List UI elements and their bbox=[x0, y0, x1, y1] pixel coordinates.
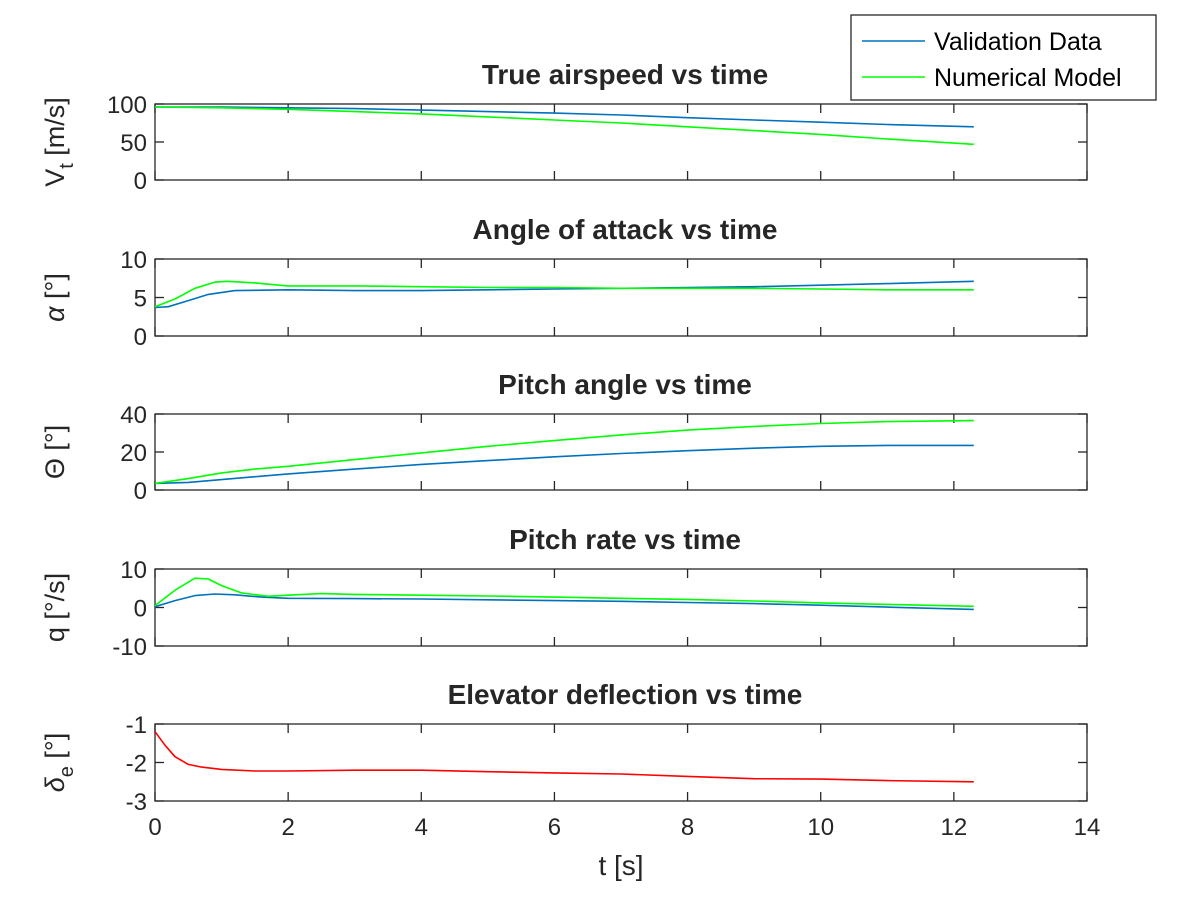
y-tick-label: -1 bbox=[126, 712, 147, 739]
subplot-title: Elevator deflection vs time bbox=[448, 679, 803, 710]
y-axis-label: Θ [°] bbox=[40, 425, 70, 479]
subplot-1: 0 5 10 Angle of attack vs time α [°] bbox=[40, 214, 1088, 351]
x-tick-label: 10 bbox=[807, 814, 834, 841]
axis-box bbox=[154, 413, 1088, 491]
subplot-title: Pitch rate vs time bbox=[509, 524, 741, 555]
x-tick-label: 8 bbox=[681, 814, 694, 841]
axis-box bbox=[154, 258, 1088, 337]
x-tick-label: 4 bbox=[415, 814, 428, 841]
y-tick-label: 20 bbox=[120, 440, 147, 467]
series-line-validation-data bbox=[155, 106, 974, 128]
x-tick-label: 6 bbox=[548, 814, 561, 841]
y-tick-label: 10 bbox=[120, 557, 147, 584]
y-tick-label: 10 bbox=[120, 247, 147, 274]
y-tick-label: 100 bbox=[107, 92, 147, 119]
x-tick-label: 2 bbox=[281, 814, 294, 841]
series-line-numerical-model bbox=[154, 106, 974, 146]
y-tick-label: 50 bbox=[120, 130, 147, 157]
y-tick-label: 0 bbox=[134, 596, 147, 623]
series-line-validation-data bbox=[154, 593, 974, 611]
subplot-2: 0 20 40 Pitch angle vs time Θ [°] bbox=[40, 369, 1088, 505]
subplot-title: True airspeed vs time bbox=[482, 59, 768, 90]
x-axis-label: t [s] bbox=[598, 850, 643, 881]
series-line-validation-data bbox=[154, 444, 974, 485]
axis-box bbox=[154, 568, 1088, 647]
subplot-0: 0 50 100 True airspeed vs time Vt [m/s] bbox=[40, 59, 1088, 195]
legend: Validation Data Numerical Model bbox=[850, 14, 1157, 101]
y-tick-label: 0 bbox=[134, 478, 147, 505]
y-axis-label: δe [°] bbox=[40, 733, 78, 792]
x-tick-label: 0 bbox=[148, 814, 161, 841]
legend-label-0: Validation Data bbox=[934, 28, 1102, 56]
legend-label-1: Numerical Model bbox=[934, 64, 1122, 92]
y-tick-label: 0 bbox=[134, 168, 147, 195]
axis-box bbox=[154, 723, 1088, 802]
y-axis-label: q [°/s] bbox=[40, 573, 70, 642]
subplot-4: 0 2 4 6 8 10 12 14 -3 -2 -1 Elevator deflection vs … bbox=[40, 679, 1100, 881]
series-line-numerical-model bbox=[154, 577, 974, 608]
y-axis-label: α [°] bbox=[40, 273, 70, 322]
y-tick-label: -3 bbox=[126, 789, 147, 816]
subplot-3: -10 0 10 Pitch rate vs time q [°/s] bbox=[40, 524, 1088, 661]
subplot-title: Pitch angle vs time bbox=[498, 369, 752, 400]
y-tick-label: 0 bbox=[134, 324, 147, 351]
x-tick-label: 14 bbox=[1074, 814, 1101, 841]
series-line-numerical-model bbox=[154, 280, 974, 308]
series-line-numerical-model bbox=[154, 419, 974, 485]
y-axis-label: Vt [m/s] bbox=[40, 97, 78, 187]
y-tick-label: 5 bbox=[134, 286, 147, 313]
series-line-elevator bbox=[154, 731, 974, 783]
y-tick-label: -10 bbox=[112, 634, 147, 661]
legend-box bbox=[850, 14, 1157, 101]
series-line-validation-data bbox=[154, 280, 974, 309]
x-tick-label: 12 bbox=[941, 814, 968, 841]
y-tick-label: 40 bbox=[120, 402, 147, 429]
y-tick-label: -2 bbox=[126, 751, 147, 778]
subplot-title: Angle of attack vs time bbox=[473, 214, 778, 245]
